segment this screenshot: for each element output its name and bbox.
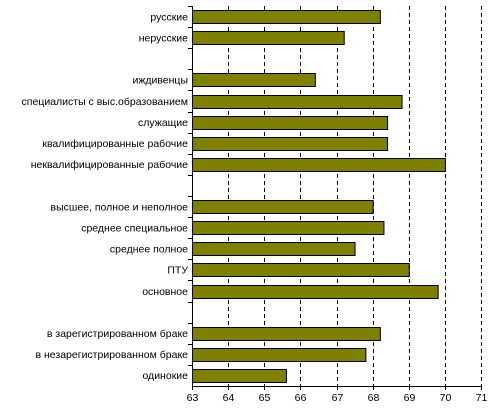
category-label: среднее полное [110, 244, 188, 256]
bar [192, 348, 367, 362]
category-label: квалифицированные рабочие [42, 138, 188, 150]
bar [192, 285, 439, 299]
gridlines [228, 6, 482, 386]
category-label: в зарегистрированном браке [47, 328, 188, 340]
bar [192, 137, 389, 151]
axes [188, 6, 482, 390]
x-tick-label: 67 [332, 392, 344, 404]
category-label: специалисты с выс.образованием [22, 96, 188, 108]
category-label: в незарегистрированном браке [36, 349, 189, 361]
category-label: нерусские [139, 32, 188, 44]
x-tick-label: 68 [368, 392, 380, 404]
bar [192, 369, 287, 383]
category-label: основное [142, 286, 188, 298]
bar [192, 116, 389, 130]
x-tick-label: 65 [259, 392, 271, 404]
bars [192, 10, 446, 383]
x-tick-label: 63 [187, 392, 199, 404]
category-label: ПТУ [167, 265, 188, 277]
x-tick-labels: 63 64 65 66 67 68 69 70 71 [187, 392, 488, 404]
category-labels: русские нерусские иждивенцы специалисты с в… [22, 11, 189, 382]
bar [192, 242, 356, 256]
bar [192, 158, 446, 172]
bar [192, 200, 374, 214]
category-label: русские [150, 11, 188, 23]
category-label: служащие [138, 117, 188, 129]
category-label: высшее, полное и неполное [51, 201, 189, 213]
category-label: иждивенцы [132, 75, 188, 87]
bar [192, 10, 381, 24]
category-label: неквалифицированные рабочие [31, 159, 188, 171]
x-tick-label: 71 [476, 392, 488, 404]
x-tick-label: 64 [223, 392, 235, 404]
bar [192, 221, 385, 235]
category-label: среднее специальное [81, 222, 188, 234]
bar [192, 95, 403, 109]
bar [192, 31, 345, 45]
x-tick-label: 70 [440, 392, 452, 404]
x-tick-label: 66 [295, 392, 307, 404]
x-tick-label: 69 [404, 392, 416, 404]
bar [192, 73, 316, 87]
bar [192, 327, 381, 341]
bar [192, 263, 410, 277]
category-label: одинокие [142, 370, 188, 382]
